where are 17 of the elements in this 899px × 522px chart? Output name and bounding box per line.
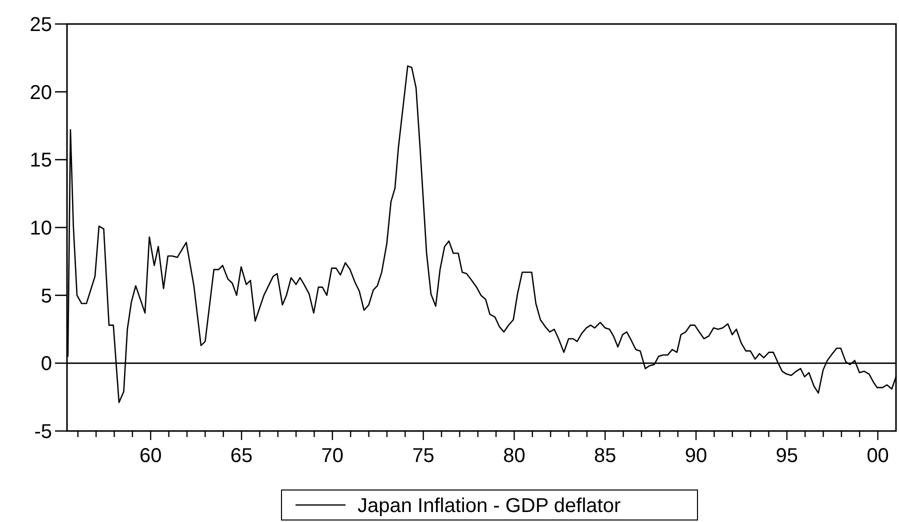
x-tick-label: 75: [412, 445, 434, 467]
legend-label: Japan Inflation - GDP deflator: [358, 495, 621, 517]
y-tick-label: -5: [34, 421, 52, 443]
x-tick-label: 00: [866, 445, 889, 467]
x-tick-label: 60: [140, 445, 162, 467]
y-tick-label: 0: [40, 353, 52, 376]
y-tick-label: 15: [30, 150, 52, 172]
x-tick-label: 85: [594, 445, 616, 467]
x-tick-label: 80: [503, 445, 526, 467]
y-tick-label: 20: [30, 82, 52, 104]
y-tick-label: 10: [30, 218, 52, 240]
y-tick-label: 25: [30, 14, 52, 36]
x-tick-label: 90: [684, 445, 708, 467]
x-tick-label: 95: [776, 445, 798, 467]
x-tick-label: 70: [321, 445, 344, 467]
x-tick-label: 65: [230, 445, 253, 467]
y-tick-label: 5: [40, 285, 52, 308]
